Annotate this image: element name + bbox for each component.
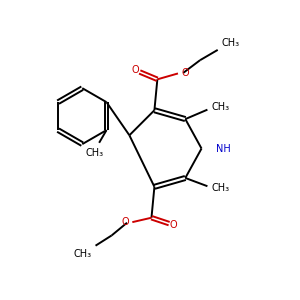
Text: NH: NH bbox=[216, 143, 231, 154]
Text: CH₃: CH₃ bbox=[86, 148, 104, 158]
Text: CH₃: CH₃ bbox=[74, 249, 92, 259]
Text: CH₃: CH₃ bbox=[221, 38, 239, 47]
Text: CH₃: CH₃ bbox=[212, 102, 230, 112]
Text: O: O bbox=[121, 217, 129, 227]
Text: CH₃: CH₃ bbox=[212, 183, 230, 193]
Text: O: O bbox=[170, 220, 177, 230]
Text: O: O bbox=[131, 65, 139, 76]
Text: O: O bbox=[182, 68, 189, 78]
